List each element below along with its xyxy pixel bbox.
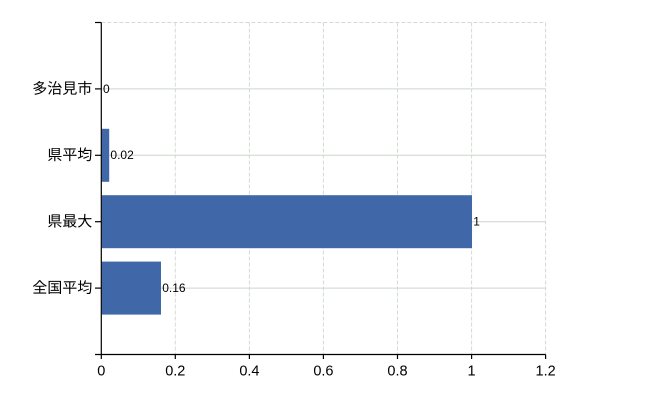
- svg-text:0.8: 0.8: [387, 364, 407, 380]
- svg-text:1: 1: [468, 364, 476, 380]
- svg-text:0: 0: [97, 364, 105, 380]
- svg-text:1: 1: [473, 215, 480, 229]
- svg-text:0.02: 0.02: [110, 148, 134, 162]
- svg-text:0.4: 0.4: [239, 364, 259, 380]
- svg-text:0.16: 0.16: [162, 281, 186, 295]
- svg-text:0.6: 0.6: [313, 364, 333, 380]
- svg-text:0: 0: [103, 82, 110, 96]
- svg-text:0.2: 0.2: [165, 364, 185, 380]
- svg-text:1.2: 1.2: [536, 364, 556, 380]
